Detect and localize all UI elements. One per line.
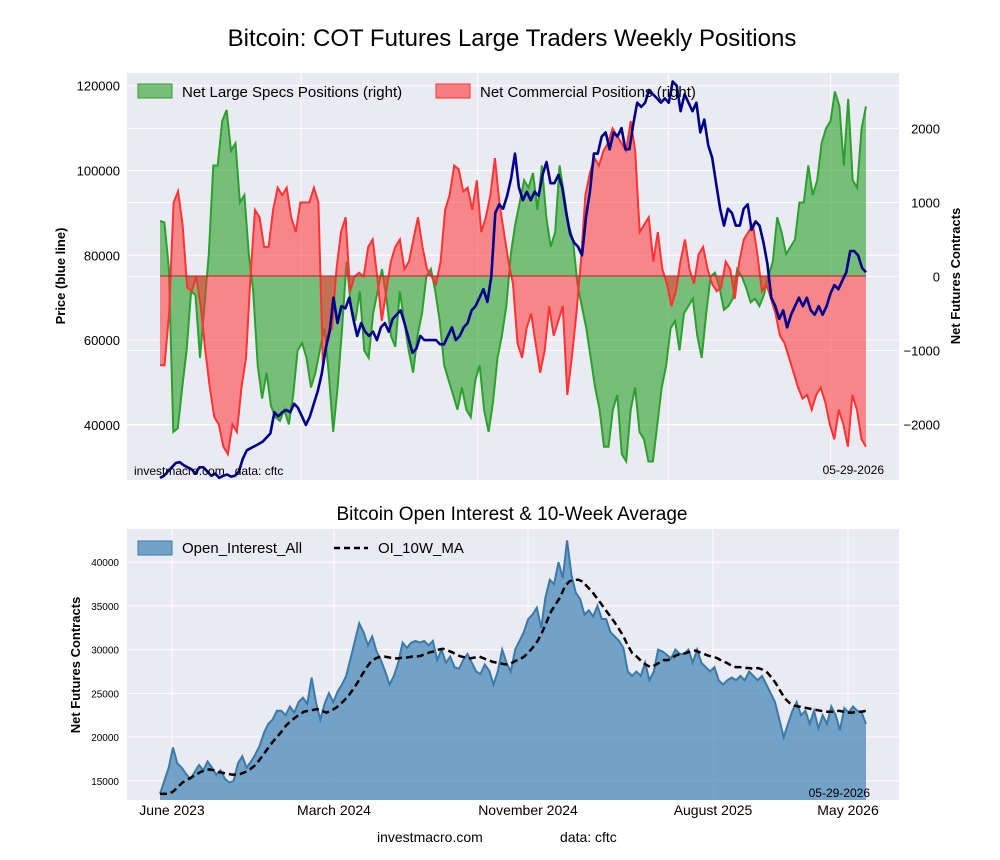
price-tick-label: 120000 <box>77 79 120 94</box>
price-line <box>159 80 867 480</box>
legend-label-specs: Net Large Specs Positions (right) <box>182 84 402 101</box>
open-interest-fill <box>160 540 866 800</box>
legend-label-moving-average: OI_10W_MA <box>378 540 464 557</box>
moving-average-line <box>160 578 867 796</box>
contracts-axis-label-right: Net Futures Contracts <box>948 208 963 345</box>
price-positions-panel: 40000 60000 80000 100000 120000 −2000 −1000 0 1… <box>53 73 963 480</box>
contracts-tick-label: −2000 <box>903 418 940 433</box>
contracts-axis-ticks: −2000 −1000 0 1000 2000 <box>903 122 940 433</box>
top-source-note: investmacro.com data: cftc <box>134 464 283 478</box>
top-legend: Net Large Specs Positions (right) Net Co… <box>137 83 696 101</box>
top-date-stamp: 05-29-2026 <box>823 463 885 477</box>
price-tick-label: 80000 <box>84 248 120 263</box>
contracts-tick-label: 1000 <box>911 196 940 211</box>
oi-tick-label: 20000 <box>91 733 119 744</box>
price-tick-label: 40000 <box>84 418 120 433</box>
bottom-title: Bitcoin Open Interest & 10-Week Average <box>337 504 688 525</box>
date-tick-label: November 2024 <box>478 802 578 818</box>
open-interest-area-series <box>159 540 867 800</box>
open-interest-panel: Bitcoin Open Interest & 10-Week Average … <box>68 504 899 818</box>
legend-swatch-specs <box>137 83 173 99</box>
price-line-series <box>159 80 867 480</box>
main-title: Bitcoin: COT Futures Large Traders Weekl… <box>228 25 797 52</box>
price-axis-label: Price (blue line) <box>53 228 68 325</box>
oi-tick-label: 30000 <box>91 646 119 657</box>
commercial-area-series <box>160 120 867 457</box>
commercial-area-fill <box>160 121 866 455</box>
contracts-tick-label: 0 <box>933 270 940 285</box>
moving-average-line-series <box>160 578 867 796</box>
date-tick-label: June 2023 <box>139 802 205 818</box>
oi-tick-label: 35000 <box>91 602 119 613</box>
legend-label-commercial: Net Commercial Positions (right) <box>480 84 696 101</box>
price-tick-label: 100000 <box>77 164 120 179</box>
contracts-tick-label: 2000 <box>911 122 940 137</box>
footer-source-site: investmacro.com <box>377 829 483 845</box>
date-tick-label: August 2025 <box>674 802 753 818</box>
open-interest-edge <box>159 540 867 795</box>
date-tick-label: March 2024 <box>297 802 371 818</box>
legend-swatch-open-interest <box>137 540 173 556</box>
date-tick-label: May 2026 <box>817 802 879 818</box>
oi-tick-label: 40000 <box>91 558 119 569</box>
open-interest-axis-ticks: 15000 20000 25000 30000 35000 40000 <box>91 558 119 788</box>
contracts-tick-label: −1000 <box>903 344 940 359</box>
commercial-area-edge <box>160 120 867 457</box>
date-axis-ticks: June 2023 March 2024 November 2024 August 2… <box>139 802 879 818</box>
oi-tick-label: 25000 <box>91 689 119 700</box>
footer-source-data: data: cftc <box>560 829 617 845</box>
legend-swatch-commercial <box>435 83 471 99</box>
price-tick-label: 60000 <box>84 333 120 348</box>
bottom-legend: Open_Interest_All OI_10W_MA <box>137 540 464 557</box>
oi-tick-label: 15000 <box>91 777 119 788</box>
specs-area-edge <box>159 91 867 465</box>
open-interest-axis-label: Net Futures Contracts <box>68 597 83 734</box>
legend-label-open-interest: Open_Interest_All <box>182 540 302 557</box>
price-axis-ticks: 40000 60000 80000 100000 120000 <box>77 79 120 433</box>
bottom-date-stamp: 05-29-2026 <box>809 786 871 800</box>
